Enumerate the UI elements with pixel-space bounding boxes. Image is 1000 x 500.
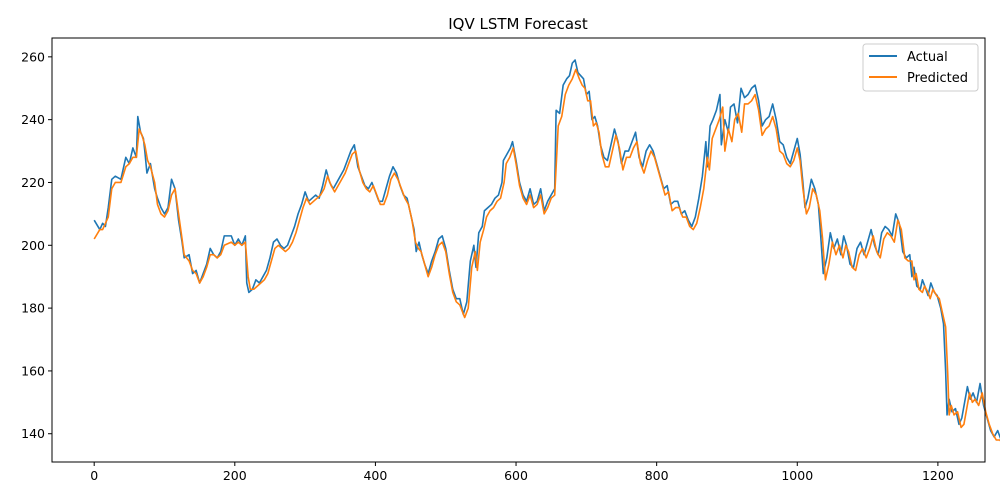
x-tick-label: 1200 <box>922 468 954 483</box>
y-axis: 140 160 180 200 220 240 260 <box>21 49 52 441</box>
x-tick-label: 800 <box>645 468 669 483</box>
x-tick-label: 200 <box>223 468 247 483</box>
x-tick-label: 1000 <box>781 468 813 483</box>
plot-frame <box>51 37 986 463</box>
y-tick-label: 220 <box>21 175 45 190</box>
legend-label-predicted: Predicted <box>907 71 968 86</box>
x-tick-label: 0 <box>90 468 98 483</box>
x-axis: 0 200 400 600 800 1000 1200 <box>90 462 954 483</box>
series-line-predicted <box>93 68 1000 442</box>
chart-title: IQV LSTM Forecast <box>448 15 588 33</box>
series-layer <box>93 59 1000 442</box>
y-tick-label: 160 <box>21 363 45 378</box>
y-tick-label: 200 <box>21 238 45 253</box>
legend: Actual Predicted <box>862 43 979 92</box>
y-tick-label: 140 <box>21 426 45 441</box>
legend-label-actual: Actual <box>907 50 948 65</box>
x-tick-label: 600 <box>504 468 528 483</box>
x-tick-label: 400 <box>363 468 387 483</box>
y-tick-label: 260 <box>21 49 45 64</box>
y-tick-label: 240 <box>21 112 45 127</box>
y-tick-label: 180 <box>21 301 45 316</box>
